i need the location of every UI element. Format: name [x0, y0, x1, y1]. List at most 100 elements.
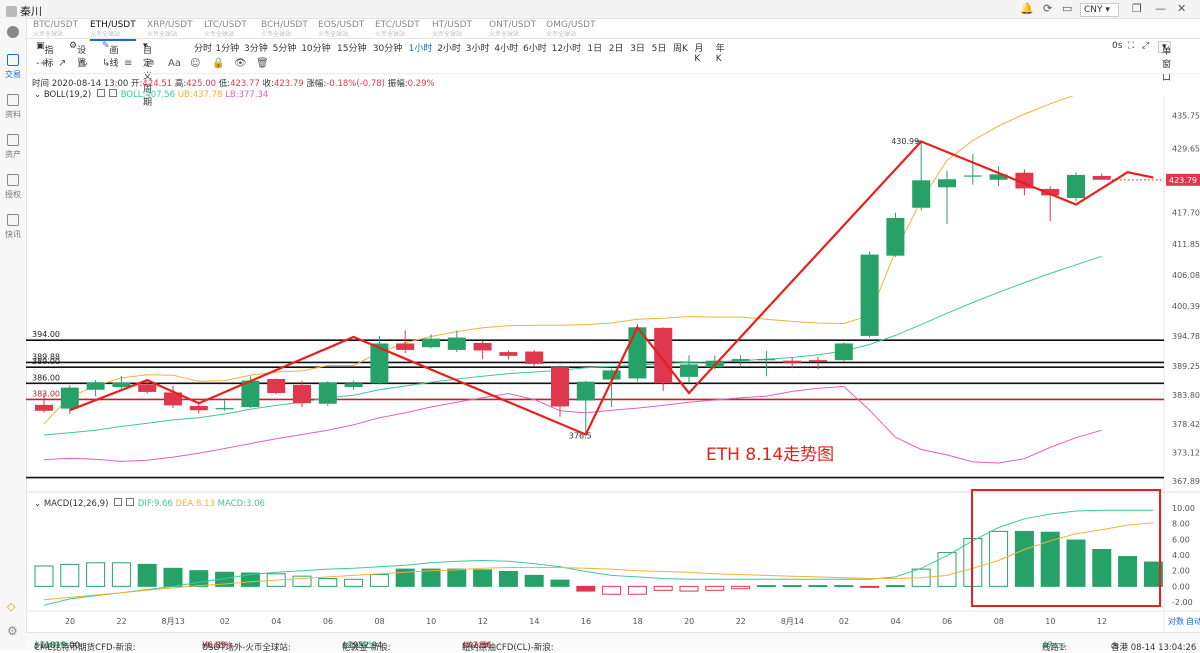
draw-tool-9-icon[interactable]: 👁: [234, 58, 247, 69]
draw-tool-4-icon[interactable]: ≡: [124, 58, 133, 69]
boll-close-icon[interactable]: [108, 89, 117, 97]
candle-body: [963, 175, 982, 177]
sidebar-item-news[interactable]: 快讯: [0, 214, 26, 240]
tab-ltc-usdt[interactable]: LTC/USDT 火币全球站: [204, 20, 247, 38]
macd-bar: [679, 585, 699, 592]
settings-gear-icon[interactable]: ⚙: [7, 624, 18, 638]
sidebar-item-info[interactable]: 资料: [0, 94, 26, 120]
period-18[interactable]: 月K: [694, 44, 704, 64]
period-0[interactable]: 分时: [194, 44, 213, 54]
price-level-label: 386.00: [32, 373, 60, 382]
period-15[interactable]: 3日: [630, 44, 645, 54]
app-title[interactable]: 秦川: [6, 3, 42, 19]
draw-tool-6-icon[interactable]: Aa: [168, 58, 181, 69]
refresh-icon[interactable]: ⟳: [1043, 2, 1053, 15]
period-19[interactable]: 年K: [715, 44, 725, 64]
macd-bar: [937, 552, 957, 587]
draw-tool-8-icon[interactable]: 🔒: [212, 58, 225, 69]
sidebar-item-assets[interactable]: 资产: [0, 134, 26, 160]
period-3[interactable]: 5分钟: [272, 44, 297, 54]
macd-bar: [240, 572, 260, 587]
period-12[interactable]: 12小时: [551, 44, 582, 54]
price-tick-label: 400.39: [1172, 302, 1200, 311]
macd-tick-label: 2.00: [1172, 567, 1190, 576]
time-tick-label: 02: [220, 617, 230, 626]
period-6[interactable]: 30分钟: [372, 44, 403, 54]
period-11[interactable]: 6小时: [523, 44, 547, 54]
refresh-time: 0s: [1112, 41, 1123, 51]
tab-eth-usdt[interactable]: ETH/USDT 火币全球站: [90, 20, 136, 41]
macd-bar: [111, 562, 131, 587]
draw-tool-1-icon[interactable]: ↗: [58, 58, 67, 69]
settings-button[interactable]: ⚙ 设置: [69, 41, 87, 69]
macd-bar: [34, 565, 54, 587]
currency-select[interactable]: CNY ▾: [1080, 3, 1119, 17]
window-close-icon[interactable]: ✕: [1177, 2, 1187, 15]
collapse-icon[interactable]: ⌄: [34, 499, 42, 509]
draw-tool-2-icon[interactable]: ∿: [80, 58, 89, 69]
candlestick-chart[interactable]: 435.75 429.65 417.70 411.85 406.08 400.39 394.…: [26, 96, 1200, 632]
period-9[interactable]: 3小时: [465, 44, 490, 54]
tab-xrp-usdt[interactable]: XRP/USDT 火币全球站: [147, 20, 193, 38]
candle-body: [1067, 174, 1085, 199]
period-4[interactable]: 10分钟: [301, 44, 331, 54]
window-restore-icon[interactable]: ❐: [1132, 2, 1142, 15]
candle-body: [731, 359, 750, 361]
news-icon: [7, 214, 19, 226]
tab-omg-usdt[interactable]: OMG/USDT 火币全球站: [546, 20, 596, 38]
macd-close-icon[interactable]: [126, 498, 135, 506]
draw-tool-3-icon[interactable]: ↳: [102, 58, 111, 69]
title-bar: 秦川 🔔 ⟳ ▭ CNY ▾ ❐ — ✕: [0, 0, 1200, 19]
tab-ht-usdt[interactable]: HT/USDT 火币全球站: [432, 20, 473, 38]
chat-icon[interactable]: ▭: [1062, 2, 1073, 15]
draw-tool-7-icon[interactable]: ☺: [190, 58, 201, 69]
period-5[interactable]: 15分钟: [337, 44, 367, 54]
boll-settings-icon[interactable]: [96, 89, 105, 97]
tab-eos-usdt[interactable]: EOS/USDT 火币全球站: [318, 20, 365, 38]
custom-period-button[interactable]: 自定义周期 ▾: [143, 41, 153, 108]
market-ticker-bar: CME比特币期货CFD-新浪: $11819.00 +1.69% USDT场外-…: [26, 632, 1200, 653]
period-1[interactable]: 1分钟: [215, 44, 240, 54]
sidebar-item-auth[interactable]: 授权: [0, 174, 26, 200]
draw-tool-5-icon[interactable]: ⇌: [146, 58, 155, 69]
key-icon: [7, 174, 19, 186]
draw-tool-10-icon[interactable]: 🗑: [256, 58, 269, 69]
period-16[interactable]: 5日: [651, 44, 667, 54]
collapse-icon[interactable]: ⌄: [34, 90, 42, 100]
fullscreen-icon[interactable]: ⤢: [1142, 41, 1150, 51]
time-tick-label: 20: [684, 617, 694, 626]
candle-body: [525, 351, 544, 364]
period-10[interactable]: 4小时: [494, 44, 519, 54]
tab-ont-usdt[interactable]: ONT/USDT 火币全球站: [489, 20, 537, 38]
macd-bar: [344, 578, 364, 587]
indicators-button[interactable]: ▣ 指标: [36, 41, 54, 69]
period-14[interactable]: 2日: [608, 44, 624, 54]
period-13[interactable]: 1日: [587, 44, 603, 54]
macd-settings-icon[interactable]: [114, 498, 123, 506]
macd-bar: [1092, 548, 1112, 587]
macd-bar: [215, 571, 235, 587]
draw-button[interactable]: ✎ 画线: [102, 41, 119, 69]
tab-bch-usdt[interactable]: BCH/USDT 火币全球站: [261, 20, 308, 38]
period-17[interactable]: 周K: [673, 44, 688, 54]
period-8[interactable]: 2小时: [437, 44, 461, 54]
tips-icon[interactable]: ◇: [7, 600, 16, 613]
candle-body: [551, 367, 569, 407]
screenshot-icon[interactable]: ⛶: [1128, 41, 1135, 51]
sidebar-item-trade[interactable]: 交易: [0, 54, 26, 80]
bell-icon[interactable]: 🔔: [1020, 2, 1034, 15]
left-sidebar: 交易 资料 资产 授权 快讯 ◇ ⚙: [0, 18, 27, 650]
macd-tick-label: 8.00: [1172, 520, 1190, 529]
view-mode-select[interactable]: 单窗口 ▾: [1158, 41, 1171, 83]
log-scale-button[interactable]: 对数: [1168, 616, 1184, 626]
tab-btc-usdt[interactable]: BTC/USDT 火币全球站: [33, 20, 79, 38]
macd-bar: [731, 585, 751, 590]
draw-tool-0-icon[interactable]: -+-: [36, 58, 52, 69]
period-2[interactable]: 3分钟: [244, 44, 268, 54]
period-7[interactable]: 1小时: [408, 44, 433, 54]
tab-etc-usdt[interactable]: ETC/USDT 火币全球站: [375, 20, 420, 38]
clock-icon: ◷: [1111, 641, 1119, 651]
window-minimize-icon[interactable]: —: [1155, 2, 1166, 15]
auto-scale-button[interactable]: 自动: [1186, 616, 1200, 626]
macd-bar: [860, 585, 880, 588]
